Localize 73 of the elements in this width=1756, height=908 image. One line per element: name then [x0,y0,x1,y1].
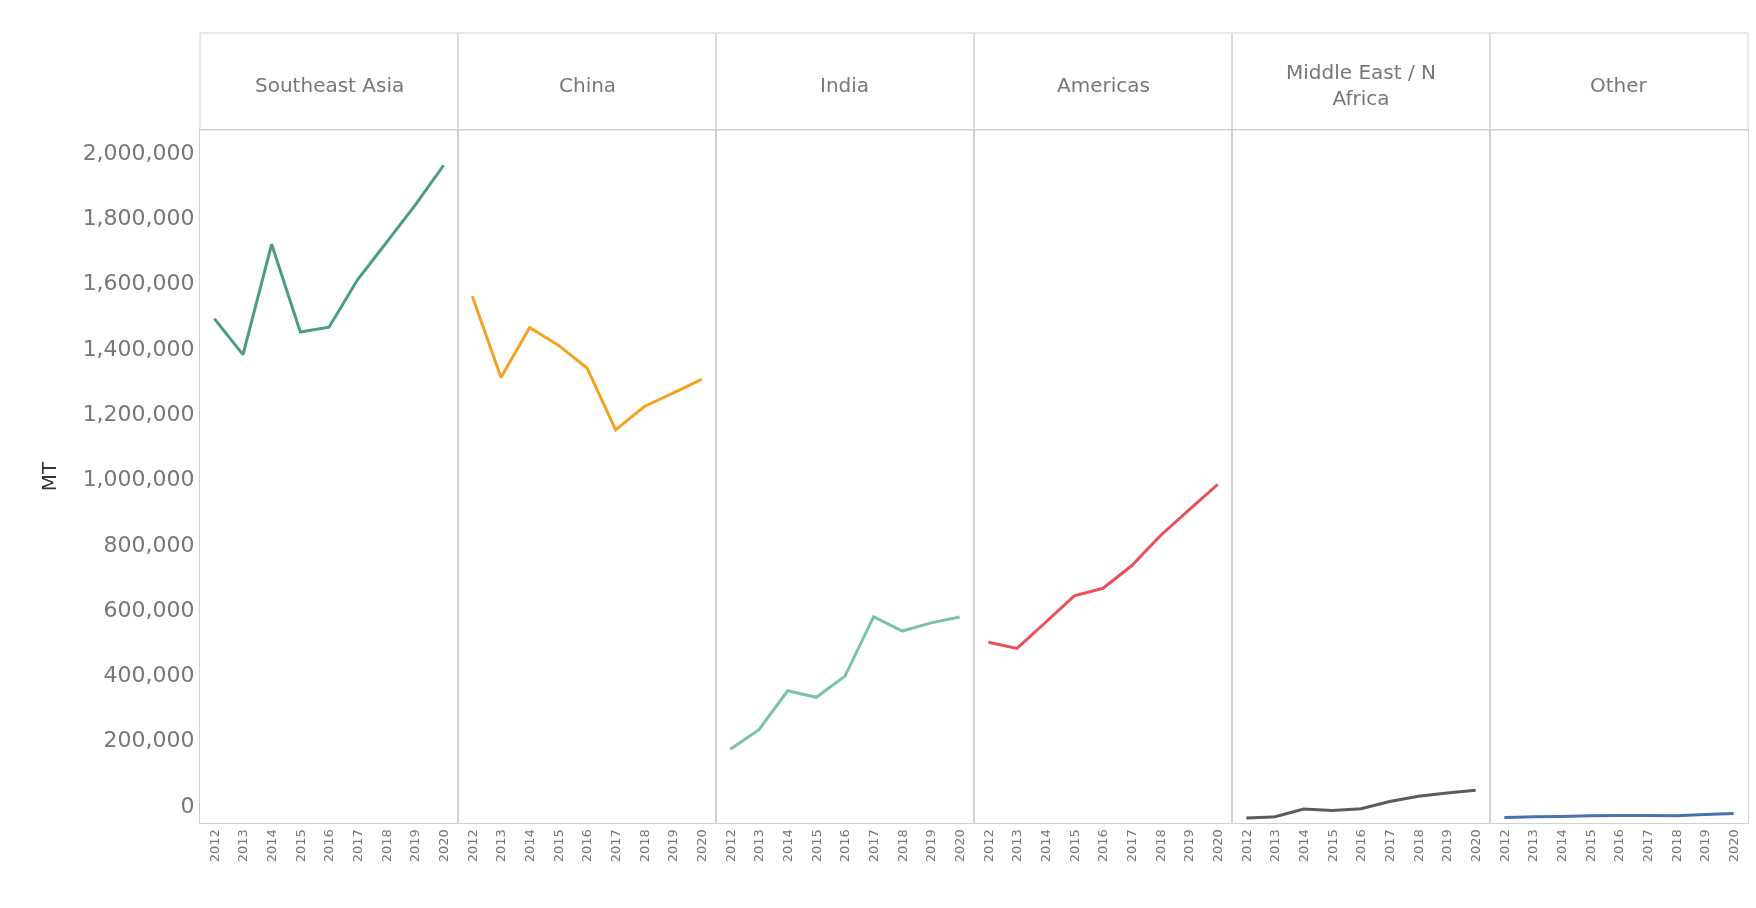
y-tick-label: 200,000 [103,727,195,753]
x-tick-label: 2014 [1037,829,1053,863]
x-tick-label: 2015 [1324,829,1340,863]
line-series [212,163,446,357]
x-tick-label: 2017 [865,829,881,863]
x-tick-label: 2017 [1123,829,1139,863]
x-tick-label: 2020 [435,829,451,863]
y-axis-title: MT [37,460,62,492]
x-tick-label: 2014 [1553,829,1569,863]
x-tick-label: 2019 [407,829,423,863]
chart-title: Other [1590,73,1648,97]
x-tick-label: 2012 [206,829,222,863]
y-tick-label: 1,400,000 [82,335,195,361]
x-tick-label: 2013 [493,829,509,863]
x-tick-label: 2015 [550,829,566,863]
x-tick-label: 2018 [894,829,910,863]
x-tick-label: 2019 [923,829,939,863]
y-tick-label: 0 [180,792,195,818]
x-tick-label: 2016 [1353,829,1369,863]
x-tick-label: 2012 [464,829,480,863]
x-tick-label: 2020 [1467,829,1483,863]
y-tick-label: 2,000,000 [82,139,195,165]
x-tick-label: 2017 [1381,829,1397,863]
y-tick-label: 1,000,000 [82,466,195,492]
x-tick-label: 2016 [1611,829,1627,863]
x-tick-label: 2016 [1095,829,1111,863]
x-tick-label: 2016 [321,829,337,863]
x-tick-label: 2014 [779,829,795,863]
x-tick-label: 2020 [1725,829,1741,863]
x-tick-label: 2014 [1295,829,1311,863]
x-tick-label: 2018 [1152,829,1168,863]
x-tick-label: 2019 [1181,829,1197,863]
x-tick-label: 2017 [607,829,623,863]
x-tick-label: 2013 [1267,829,1283,863]
x-tick-label: 2015 [808,829,824,863]
x-tick-label: 2019 [665,829,681,863]
x-tick-label: 2019 [1439,829,1455,863]
chart-title: Americas [1057,73,1150,97]
x-tick-label: 2014 [521,829,537,863]
x-tick-label: 2013 [751,829,767,863]
y-tick-label: 1,200,000 [82,401,195,427]
y-tick-label: 800,000 [103,531,195,557]
x-tick-label: 2012 [980,829,996,863]
x-tick-label: 2012 [1496,829,1512,863]
x-tick-label: 2013 [1009,829,1025,863]
x-tick-label: 2018 [1410,829,1426,863]
x-tick-label: 2018 [636,829,652,863]
x-tick-label: 2013 [235,829,251,863]
x-tick-label: 2015 [1066,829,1082,863]
x-tick-label: 2015 [1582,829,1598,863]
chart-title: Southeast Asia [255,73,405,97]
x-tick-label: 2020 [951,829,967,863]
x-tick-label: 2020 [1209,829,1225,863]
x-tick-label: 2016 [579,829,595,863]
y-tick-label: 1,800,000 [82,205,195,231]
x-tick-label: 2012 [1238,829,1254,863]
chart-title: India [820,73,870,97]
x-tick-label: 2018 [378,829,394,863]
x-tick-label: 2015 [292,829,308,863]
y-tick-label: 400,000 [103,662,195,688]
x-tick-label: 2018 [1668,829,1684,863]
x-tick-label: 2017 [1639,829,1655,863]
x-tick-label: 2019 [1697,829,1713,863]
x-tick-label: 2020 [693,829,709,863]
x-tick-label: 2016 [837,829,853,863]
x-tick-label: 2017 [349,829,365,863]
x-tick-label: 2012 [722,829,738,863]
y-tick-label: 1,600,000 [82,270,195,296]
x-tick-label: 2014 [263,829,279,863]
y-tick-label: 600,000 [103,596,195,622]
chart-title: China [559,73,617,97]
chart-title: Middle East / N Africa [1286,60,1436,110]
x-tick-label: 2013 [1525,829,1541,863]
